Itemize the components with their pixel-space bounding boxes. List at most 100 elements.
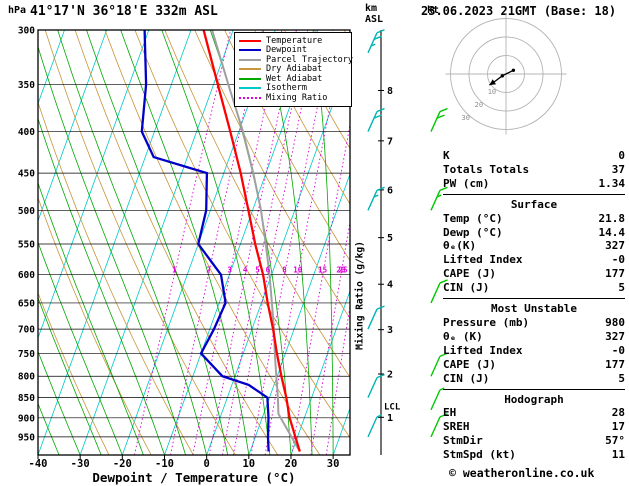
panel-row: Pressure (mb) 980 bbox=[443, 315, 625, 329]
legend-item: Dry Adiabat bbox=[239, 64, 347, 75]
svg-text:10: 10 bbox=[242, 458, 255, 470]
svg-text:750: 750 bbox=[18, 349, 35, 360]
station-title: 41°17'N 36°18'E 332m ASL bbox=[30, 4, 218, 19]
svg-text:1: 1 bbox=[387, 413, 393, 424]
panel-row: Temp (°C) 21.8 bbox=[443, 211, 625, 225]
panel-row: CIN (J) 5 bbox=[443, 371, 625, 385]
svg-text:850: 850 bbox=[18, 393, 35, 404]
legend-color-swatch bbox=[239, 87, 261, 90]
svg-text:-40: -40 bbox=[29, 458, 48, 470]
legend-color-swatch bbox=[239, 39, 261, 42]
svg-text:650: 650 bbox=[18, 298, 35, 309]
panel-row: CAPE (J) 177 bbox=[443, 267, 625, 281]
panel-row: θₑ (K) 327 bbox=[443, 329, 625, 343]
svg-text:300: 300 bbox=[18, 26, 35, 37]
panel-row: PW (cm) 1.34 bbox=[443, 176, 625, 190]
svg-text:500: 500 bbox=[18, 206, 35, 217]
panel-row: CAPE (J) 177 bbox=[443, 357, 625, 371]
svg-text:450: 450 bbox=[18, 169, 35, 180]
svg-text:8: 8 bbox=[387, 86, 393, 97]
mixing-ratio-axis-label: Mixing Ratio (g/kg) bbox=[354, 241, 366, 350]
panel-row: Totals Totals 37 bbox=[443, 162, 625, 176]
svg-text:3: 3 bbox=[227, 266, 232, 275]
mixing-ratio-layer bbox=[133, 30, 350, 455]
hodograph: 10 20 30 bbox=[445, 13, 567, 135]
legend-item: Temperature bbox=[239, 36, 347, 46]
panel-row: Dewp (°C) 14.4 bbox=[443, 225, 625, 239]
svg-text:550: 550 bbox=[18, 239, 35, 250]
svg-text:6: 6 bbox=[387, 185, 393, 196]
panel-section-header: Hodograph bbox=[504, 392, 564, 406]
legend-label: Temperature bbox=[266, 35, 323, 46]
svg-text:10: 10 bbox=[488, 88, 496, 96]
svg-text:15: 15 bbox=[318, 266, 327, 275]
svg-text:5: 5 bbox=[255, 266, 260, 275]
panel-section-header: Most Unstable bbox=[490, 302, 578, 316]
svg-text:900: 900 bbox=[18, 413, 35, 424]
svg-text:800: 800 bbox=[18, 372, 35, 383]
legend-color-swatch bbox=[239, 77, 261, 80]
svg-text:2: 2 bbox=[387, 370, 393, 381]
panel-section: Surface Temp (°C) 21.8 Dewp (°C) 14.4 θₑ(K) 32… bbox=[443, 193, 625, 296]
hodograph-unit-label: kt bbox=[427, 5, 440, 16]
profile-traces bbox=[140, 30, 301, 452]
legend-label: Dry Adiabat bbox=[266, 64, 323, 75]
svg-text:-30: -30 bbox=[71, 458, 90, 470]
legend-item: Isotherm bbox=[239, 83, 347, 94]
panel-section: Hodograph EH 28 SREH 17 StmDir 57° StmSpd (kt) 1… bbox=[443, 388, 625, 464]
wind-barbs-layer bbox=[367, 29, 448, 438]
indices-panel: K 0 Totals Totals 37 PW (cm) 1.34 Surface Temp … bbox=[443, 148, 625, 463]
svg-text:5: 5 bbox=[387, 233, 393, 244]
svg-text:20: 20 bbox=[475, 101, 483, 109]
svg-text:20: 20 bbox=[336, 266, 346, 275]
legend-color-swatch bbox=[239, 68, 261, 71]
panel-row: Lifted Index -0 bbox=[443, 253, 625, 267]
panel-section: Most Unstable Pressure (mb) 980 θₑ (K) 327 Li… bbox=[443, 298, 625, 386]
legend-label: Wet Adiabat bbox=[266, 73, 323, 84]
svg-text:25: 25 bbox=[338, 266, 347, 275]
svg-text:7: 7 bbox=[387, 136, 393, 147]
x-axis-label: Dewpoint / Temperature (°C) bbox=[92, 470, 296, 485]
legend-color-swatch bbox=[239, 49, 261, 52]
svg-text:350: 350 bbox=[18, 80, 35, 91]
panel-row: EH 28 bbox=[443, 406, 625, 420]
svg-text:LCL: LCL bbox=[384, 403, 401, 413]
svg-text:20: 20 bbox=[285, 458, 298, 470]
pressure-unit-label: hPa bbox=[8, 5, 27, 16]
svg-text:1: 1 bbox=[172, 266, 177, 275]
legend-label: Isotherm bbox=[266, 83, 307, 94]
legend-label: Dewpoint bbox=[266, 45, 307, 56]
legend-item: Dewpoint bbox=[239, 45, 347, 56]
altitude-unit-label: km ASL bbox=[365, 3, 384, 25]
svg-text:6: 6 bbox=[266, 266, 271, 275]
svg-text:30: 30 bbox=[462, 114, 470, 122]
svg-text:-20: -20 bbox=[113, 458, 132, 470]
panel-row: θₑ(K) 327 bbox=[443, 239, 625, 253]
legend-item: Mixing Ratio bbox=[239, 93, 347, 103]
legend-color-swatch bbox=[239, 58, 261, 61]
datetime-label: 23.06.2023 21GMT (Base: 18) bbox=[421, 4, 617, 18]
svg-text:4: 4 bbox=[387, 280, 393, 291]
panel-row: StmSpd (kt) 11 bbox=[443, 448, 625, 462]
panel-row: StmDir 57° bbox=[443, 434, 625, 448]
legend-label: Parcel Trajectory bbox=[266, 54, 353, 65]
panel-section: K 0 Totals Totals 37 PW (cm) 1.34 bbox=[443, 148, 625, 192]
panel-row: CIN (J) 5 bbox=[443, 281, 625, 295]
svg-text:700: 700 bbox=[18, 325, 35, 336]
svg-text:10: 10 bbox=[293, 266, 303, 275]
axes-layer: 1 2 3 4 5 6 8 10 15 20253003504004505005506006507… bbox=[18, 26, 401, 471]
legend-color-swatch bbox=[239, 96, 261, 99]
copyright: © weatheronline.co.uk bbox=[449, 466, 595, 480]
panel-row: Lifted Index -0 bbox=[443, 343, 625, 357]
svg-text:30: 30 bbox=[327, 458, 340, 470]
svg-text:600: 600 bbox=[18, 270, 35, 281]
panel-section-header: Surface bbox=[510, 197, 558, 211]
svg-text:2: 2 bbox=[206, 266, 211, 275]
legend-item: Parcel Trajectory bbox=[239, 55, 353, 65]
svg-text:8: 8 bbox=[282, 266, 287, 275]
legend-label: Mixing Ratio bbox=[266, 92, 328, 103]
svg-text:0: 0 bbox=[203, 458, 209, 470]
panel-row: SREH 17 bbox=[443, 420, 625, 434]
